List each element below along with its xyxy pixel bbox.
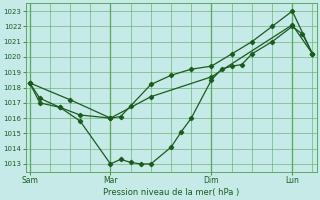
X-axis label: Pression niveau de la mer( hPa ): Pression niveau de la mer( hPa ) [103,188,239,197]
